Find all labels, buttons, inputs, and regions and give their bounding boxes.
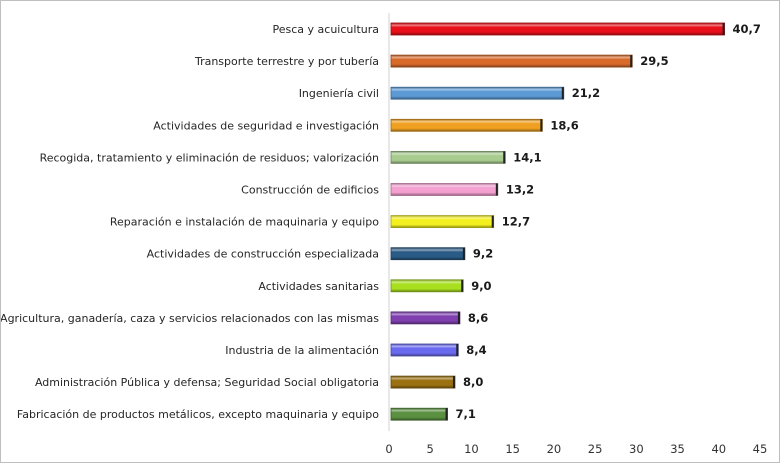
bar-end bbox=[722, 23, 725, 35]
bar bbox=[390, 279, 464, 293]
data-label: 7,1 bbox=[456, 407, 476, 421]
category-label: Reparación e instalación de maquinaria y… bbox=[110, 216, 379, 229]
data-label: 40,7 bbox=[733, 22, 761, 36]
category-label: Administración Pública y defensa; Seguri… bbox=[35, 376, 379, 389]
x-tick-label: 40 bbox=[711, 442, 726, 456]
bar-end bbox=[456, 344, 459, 356]
bar-end bbox=[630, 55, 633, 68]
bar-end bbox=[503, 151, 506, 164]
category-label: Transporte terrestre y por tubería bbox=[194, 55, 379, 68]
x-tick-label: 15 bbox=[505, 442, 520, 456]
bar bbox=[390, 22, 725, 36]
bar-end bbox=[452, 376, 455, 389]
x-tick-label: 10 bbox=[464, 442, 479, 456]
bar bbox=[390, 215, 495, 229]
category-label: Actividades de construcción especializad… bbox=[147, 248, 379, 261]
x-tick-label: 20 bbox=[547, 442, 562, 456]
bar-end bbox=[461, 279, 464, 292]
bar bbox=[390, 311, 461, 325]
category-label: Fabricación de productos metálicos, exce… bbox=[17, 408, 379, 421]
bar bbox=[390, 86, 565, 100]
bar-end bbox=[462, 247, 465, 260]
x-tick-label: 35 bbox=[670, 442, 685, 456]
data-label: 8,4 bbox=[466, 343, 486, 357]
data-label: 8,0 bbox=[463, 375, 483, 389]
category-label: Actividades de seguridad e investigación bbox=[153, 119, 379, 132]
category-label: Construcción de edificios bbox=[241, 184, 379, 197]
x-tick-label: 5 bbox=[427, 442, 434, 456]
bar bbox=[390, 150, 506, 164]
bar bbox=[390, 247, 466, 261]
x-tick-label: 25 bbox=[588, 442, 603, 456]
bar-end bbox=[540, 119, 543, 132]
data-label: 8,6 bbox=[468, 311, 488, 325]
bar-end bbox=[445, 408, 448, 421]
category-label: Ingeniería civil bbox=[299, 87, 379, 100]
x-tick-label: 30 bbox=[629, 442, 644, 456]
data-label: 12,7 bbox=[502, 215, 530, 229]
bar-end bbox=[495, 183, 498, 196]
category-label: Industria de la alimentación bbox=[225, 344, 379, 357]
category-label: Agricultura, ganadería, caza y servicios… bbox=[1, 312, 379, 325]
bar bbox=[390, 375, 456, 389]
bar-end bbox=[561, 87, 564, 100]
bar bbox=[390, 118, 543, 132]
category-label: Actividades sanitarias bbox=[258, 280, 379, 293]
x-tick-label: 0 bbox=[385, 442, 392, 456]
data-label: 9,2 bbox=[473, 247, 493, 261]
bar bbox=[390, 343, 459, 357]
category-label: Recogida, tratamiento y eliminación de r… bbox=[40, 151, 379, 164]
category-label: Pesca y acuicultura bbox=[273, 23, 379, 36]
data-label: 14,1 bbox=[513, 150, 541, 164]
bar bbox=[390, 54, 633, 68]
x-tick-label: 45 bbox=[753, 442, 768, 456]
bar-end bbox=[457, 311, 460, 324]
data-label: 13,2 bbox=[506, 183, 534, 197]
bar-end bbox=[491, 215, 494, 228]
data-label: 21,2 bbox=[572, 86, 600, 100]
data-label: 9,0 bbox=[471, 279, 491, 293]
bar bbox=[390, 183, 499, 196]
data-label: 29,5 bbox=[640, 54, 668, 68]
data-label: 18,6 bbox=[550, 118, 578, 132]
bar bbox=[390, 407, 448, 421]
